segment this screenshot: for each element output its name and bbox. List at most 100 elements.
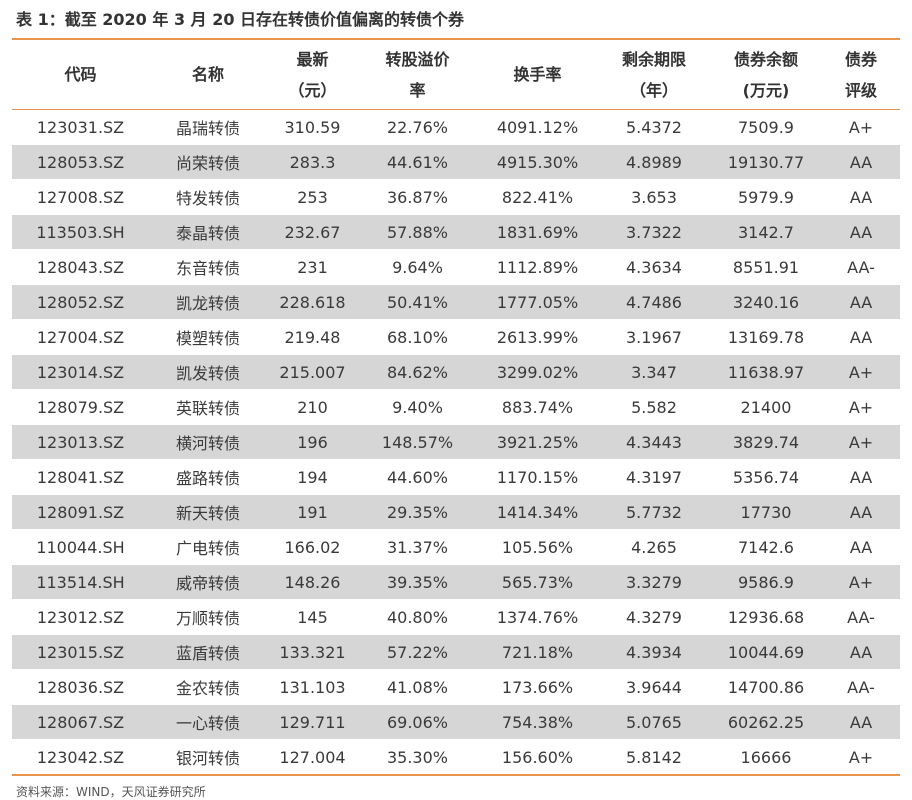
bond-code-cell: 123014.SZ — [12, 354, 149, 390]
conversion-premium-cell: 84.62% — [358, 354, 477, 390]
latest-price-cell: 228.618 — [267, 284, 358, 320]
table-row: 110044.SH 广电转债 166.02 31.37% 105.56% 4.265 714… — [12, 529, 900, 565]
conversion-premium-cell: 35.30% — [358, 739, 477, 776]
table-body: 123031.SZ 晶瑞转债 310.59 22.76% 4091.12% 5.4372 7… — [12, 109, 900, 776]
bond-balance-cell: 3240.16 — [710, 284, 822, 320]
table-row: 128053.SZ 尚荣转债 283.3 44.61% 4915.30% 4.8989 19… — [12, 144, 900, 180]
bond-balance-cell: 5979.9 — [710, 179, 822, 215]
credit-rating-cell: AA- — [822, 249, 900, 285]
bond-balance-cell: 16666 — [710, 739, 822, 776]
turnover-rate-cell: 822.41% — [477, 179, 598, 215]
bond-code-cell: 123012.SZ — [12, 599, 149, 635]
remaining-term-cell: 5.0765 — [598, 704, 710, 740]
bond-name-cell: 东音转债 — [149, 249, 267, 285]
remaining-term-cell: 4.3634 — [598, 249, 710, 285]
table-row: 128091.SZ 新天转债 191 29.35% 1414.34% 5.7732 1773… — [12, 494, 900, 530]
credit-rating-cell: AA — [822, 529, 900, 565]
remaining-term-cell: 5.582 — [598, 389, 710, 425]
table-row: 123031.SZ 晶瑞转债 310.59 22.76% 4091.12% 5.4372 7… — [12, 109, 900, 145]
bond-name-cell: 威帝转债 — [149, 564, 267, 600]
bond-name-cell: 尚荣转债 — [149, 144, 267, 180]
credit-rating-cell: A+ — [822, 564, 900, 600]
latest-price-cell: 131.103 — [267, 669, 358, 705]
conversion-premium-cell: 69.06% — [358, 704, 477, 740]
header-latest-price-line: 最新 — [296, 49, 329, 69]
bond-name-cell: 泰晶转债 — [149, 214, 267, 250]
bond-name-cell: 蓝盾转债 — [149, 634, 267, 670]
latest-price-cell: 145 — [267, 599, 358, 635]
latest-price-cell: 253 — [267, 179, 358, 215]
bond-name-cell: 晶瑞转债 — [149, 109, 267, 145]
bond-name-cell: 模塑转债 — [149, 319, 267, 355]
bond-name-cell: 银河转债 — [149, 739, 267, 776]
bond-code-cell: 110044.SH — [12, 529, 149, 565]
turnover-rate-cell: 4091.12% — [477, 109, 598, 145]
bond-name-cell: 一心转债 — [149, 704, 267, 740]
latest-price-cell: 219.48 — [267, 319, 358, 355]
table-row: 123042.SZ 银河转债 127.004 35.30% 156.60% 5.8142 1… — [12, 739, 900, 776]
table-row: 128052.SZ 凯龙转债 228.618 50.41% 1777.05% 4.7486… — [12, 284, 900, 320]
latest-price-cell: 129.711 — [267, 704, 358, 740]
latest-price-cell: 283.3 — [267, 144, 358, 180]
latest-price-cell: 231 — [267, 249, 358, 285]
conversion-premium-cell: 57.22% — [358, 634, 477, 670]
credit-rating-cell: AA — [822, 704, 900, 740]
turnover-rate-cell: 1170.15% — [477, 459, 598, 495]
turnover-rate-cell: 3299.02% — [477, 354, 598, 390]
conversion-premium-cell: 50.41% — [358, 284, 477, 320]
latest-price-cell: 215.007 — [267, 354, 358, 390]
turnover-rate-cell: 1777.05% — [477, 284, 598, 320]
turnover-rate-cell: 4915.30% — [477, 144, 598, 180]
bond-balance-cell: 9586.9 — [710, 564, 822, 600]
bond-code-cell: 113503.SH — [12, 214, 149, 250]
bond-balance-cell: 5356.74 — [710, 459, 822, 495]
turnover-rate-cell: 565.73% — [477, 564, 598, 600]
header-remaining-term: 剩余期限 （年） — [598, 40, 710, 110]
bond-code-cell: 128043.SZ — [12, 249, 149, 285]
table-row: 123014.SZ 凯发转债 215.007 84.62% 3299.02% 3.347 1… — [12, 354, 900, 390]
bond-balance-cell: 19130.77 — [710, 144, 822, 180]
bond-name-cell: 新天转债 — [149, 494, 267, 530]
conversion-premium-cell: 29.35% — [358, 494, 477, 530]
bond-code-cell: 128091.SZ — [12, 494, 149, 530]
remaining-term-cell: 3.1967 — [598, 319, 710, 355]
source-note: 资料来源：WIND，天风证券研究所 — [16, 785, 206, 799]
remaining-term-cell: 3.7322 — [598, 214, 710, 250]
bond-balance-cell: 3829.74 — [710, 424, 822, 460]
bond-balance-cell: 14700.86 — [710, 669, 822, 705]
conversion-premium-cell: 41.08% — [358, 669, 477, 705]
remaining-term-cell: 3.347 — [598, 354, 710, 390]
turnover-rate-cell: 721.18% — [477, 634, 598, 670]
remaining-term-cell: 4.7486 — [598, 284, 710, 320]
remaining-term-cell: 4.265 — [598, 529, 710, 565]
conversion-premium-cell: 9.64% — [358, 249, 477, 285]
bond-name-cell: 横河转债 — [149, 424, 267, 460]
bond-balance-cell: 11638.97 — [710, 354, 822, 390]
bond-name-cell: 特发转债 — [149, 179, 267, 215]
credit-rating-cell: AA — [822, 144, 900, 180]
credit-rating-cell: A+ — [822, 109, 900, 145]
credit-rating-cell: A+ — [822, 354, 900, 390]
latest-price-cell: 191 — [267, 494, 358, 530]
bond-balance-cell: 7142.6 — [710, 529, 822, 565]
latest-price-cell: 232.67 — [267, 214, 358, 250]
bond-balance-cell: 17730 — [710, 494, 822, 530]
bond-code-cell: 123042.SZ — [12, 739, 149, 776]
bond-balance-cell: 7509.9 — [710, 109, 822, 145]
header-rating: 债券 评级 — [822, 40, 900, 110]
conversion-premium-cell: 39.35% — [358, 564, 477, 600]
conversion-premium-cell: 44.61% — [358, 144, 477, 180]
table-row: 127008.SZ 特发转债 253 36.87% 822.41% 3.653 5979.9… — [12, 179, 900, 215]
bond-balance-cell: 3142.7 — [710, 214, 822, 250]
bond-code-cell: 128053.SZ — [12, 144, 149, 180]
remaining-term-cell: 4.3443 — [598, 424, 710, 460]
bond-code-cell: 127008.SZ — [12, 179, 149, 215]
bond-code-cell: 123031.SZ — [12, 109, 149, 145]
conversion-premium-cell: 44.60% — [358, 459, 477, 495]
bond-balance-cell: 12936.68 — [710, 599, 822, 635]
remaining-term-cell: 3.9644 — [598, 669, 710, 705]
turnover-rate-cell: 2613.99% — [477, 319, 598, 355]
credit-rating-cell: AA — [822, 319, 900, 355]
header-name: 名称 — [149, 40, 267, 110]
remaining-term-cell: 4.3197 — [598, 459, 710, 495]
